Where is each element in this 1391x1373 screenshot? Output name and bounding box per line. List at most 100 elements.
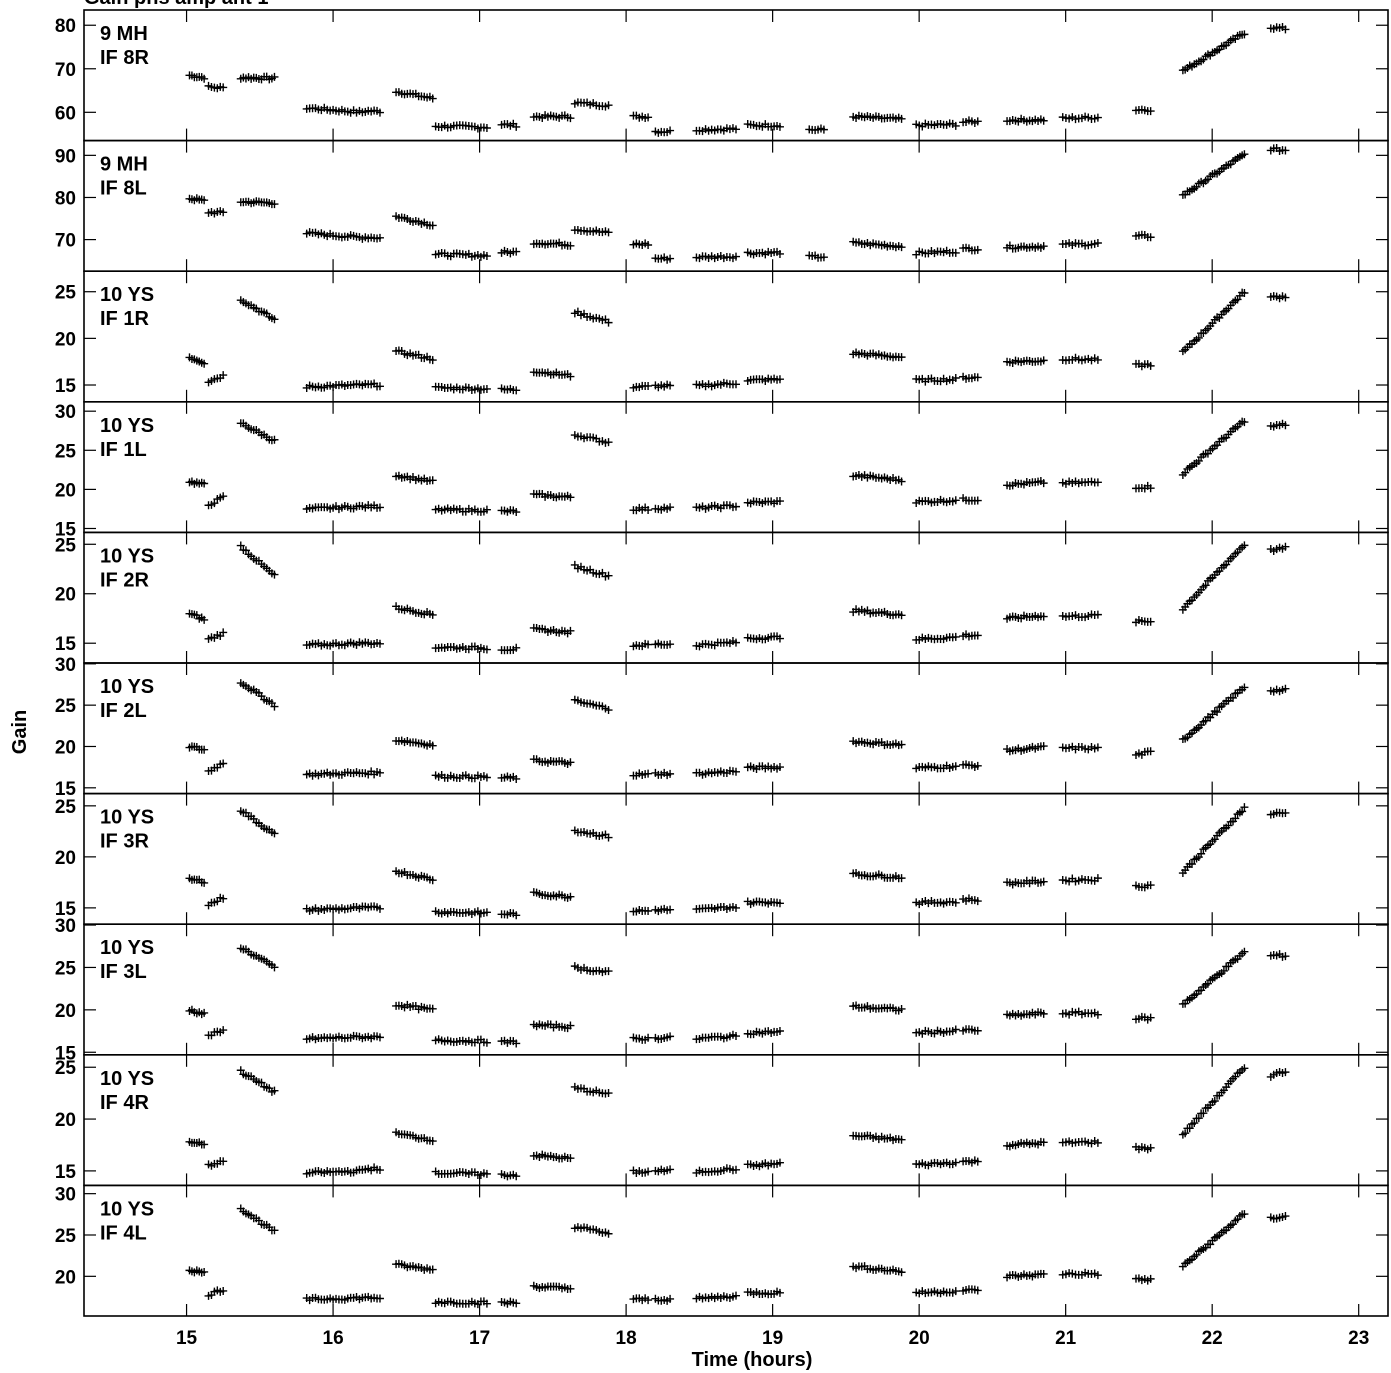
data-point [604, 706, 613, 715]
data-point [1240, 150, 1249, 159]
data-point [1039, 877, 1048, 886]
data-point [428, 356, 437, 365]
data-point [512, 1299, 521, 1308]
data-point [219, 371, 228, 380]
panel-frame [83, 1184, 1389, 1317]
data-point [1187, 860, 1196, 869]
data-point [775, 122, 784, 131]
y-tick-label: 25 [55, 535, 77, 556]
data-point [644, 1033, 653, 1042]
data-point [1039, 356, 1048, 365]
data-point [566, 114, 575, 123]
data-point [951, 496, 960, 505]
y-tick-label: 30 [55, 1185, 76, 1206]
data-point [1201, 581, 1210, 590]
data-point [732, 252, 740, 261]
data-point [1039, 742, 1048, 751]
data-point [973, 1157, 982, 1166]
data-point [375, 1166, 384, 1175]
data-point [1281, 1068, 1290, 1077]
data-point [200, 615, 209, 624]
data-point [1199, 1109, 1208, 1118]
data-point [973, 897, 982, 906]
data-point [732, 903, 740, 912]
data-point [1281, 146, 1290, 155]
x-tick-label: 17 [469, 1328, 490, 1349]
data-point [375, 904, 384, 913]
data-point [428, 94, 437, 103]
y-tick-label: 25 [55, 797, 77, 818]
data-point [200, 1008, 209, 1017]
data-point [512, 1172, 521, 1181]
panel-antenna-label: 10 YS [100, 676, 154, 698]
y-tick-label: 25 [55, 1058, 77, 1079]
data-point [644, 1296, 653, 1305]
data-point [482, 505, 491, 514]
data-point [775, 497, 784, 506]
data-point [512, 386, 521, 395]
data-point [219, 759, 228, 768]
data-point [375, 1294, 384, 1303]
data-point [1146, 1013, 1155, 1022]
data-point [200, 1140, 209, 1149]
data-point [644, 381, 653, 390]
data-point [1281, 684, 1290, 693]
data-point [1039, 612, 1048, 621]
data-point [732, 767, 740, 776]
data-point [566, 1021, 575, 1030]
data-point [1281, 421, 1290, 430]
y-tick-label: 20 [55, 585, 76, 606]
data-point [428, 876, 437, 885]
data-point [428, 741, 437, 750]
y-axis-title: Gain [9, 710, 31, 754]
data-point [1146, 1274, 1155, 1283]
data-point [1210, 1097, 1219, 1106]
x-tick-label: 20 [909, 1328, 930, 1349]
data-point [1194, 1114, 1203, 1123]
data-point [1093, 1138, 1102, 1147]
panel-if-label: IF 3L [100, 961, 147, 983]
data-point [482, 1299, 491, 1308]
data-point [1181, 1129, 1190, 1138]
y-tick-label: 30 [55, 655, 76, 676]
data-point [200, 74, 209, 83]
data-point [566, 758, 575, 767]
data-point [666, 640, 675, 649]
data-point [604, 228, 613, 237]
data-point [512, 247, 521, 256]
data-point [1185, 1124, 1194, 1133]
data-point [1146, 617, 1155, 626]
data-point [200, 878, 209, 887]
y-tick-label: 20 [55, 1267, 76, 1288]
data-point [1146, 233, 1155, 242]
x-tick-label: 23 [1348, 1328, 1369, 1349]
y-tick-label: 15 [55, 1162, 77, 1183]
data-point [375, 382, 384, 391]
data-point [973, 496, 982, 505]
data-point [897, 477, 906, 486]
data-point [219, 1026, 228, 1035]
data-point [732, 1165, 740, 1174]
data-point [1281, 542, 1290, 551]
data-point [200, 196, 209, 205]
data-point [732, 125, 740, 134]
data-point [897, 1135, 906, 1144]
data-point [951, 632, 960, 641]
data-point [1093, 1271, 1102, 1280]
y-tick-label: 25 [55, 696, 77, 717]
data-point [1240, 683, 1249, 692]
data-point [200, 745, 209, 754]
data-point [775, 1288, 784, 1297]
data-point [270, 829, 279, 838]
data-point [897, 1004, 906, 1013]
data-point [219, 894, 228, 903]
y-tick-label: 15 [55, 519, 77, 540]
data-point [775, 1026, 784, 1035]
data-point [1238, 807, 1247, 816]
panel-if-label: IF 1R [100, 308, 149, 330]
data-point [1039, 242, 1048, 251]
